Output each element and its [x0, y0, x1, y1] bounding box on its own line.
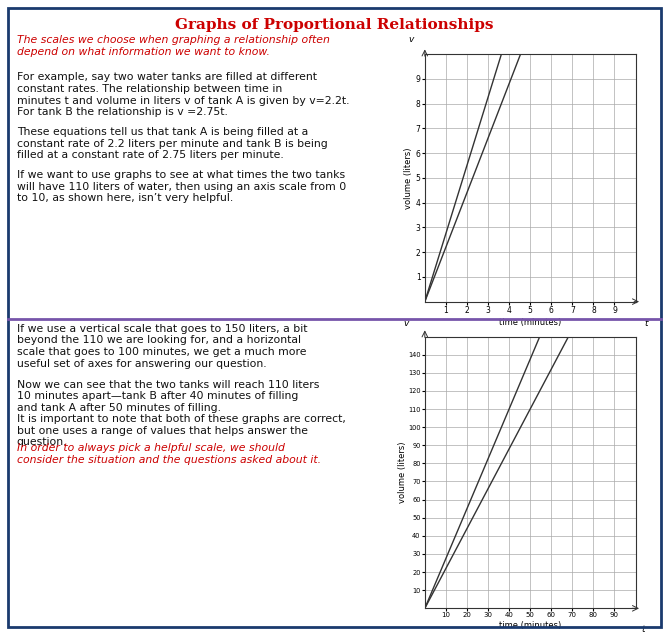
- Y-axis label: volume (liters): volume (liters): [404, 147, 413, 208]
- Text: It is important to note that both of these graphs are correct,
but one uses a ra: It is important to note that both of the…: [17, 414, 346, 447]
- Y-axis label: volume (liters): volume (liters): [397, 442, 407, 503]
- Text: v: v: [408, 35, 413, 44]
- Text: Now we can see that the two tanks will reach 110 liters
10 minutes apart—tank B : Now we can see that the two tanks will r…: [17, 380, 319, 413]
- Text: For example, say two water tanks are filled at different
constant rates. The rel: For example, say two water tanks are fil…: [17, 72, 349, 117]
- Text: If we want to use graphs to see at what times the two tanks
will have 110 liters: If we want to use graphs to see at what …: [17, 170, 346, 203]
- Text: v: v: [403, 319, 409, 328]
- Text: These equations tell us that tank A is being filled at a
constant rate of 2.2 li: These equations tell us that tank A is b…: [17, 127, 327, 160]
- Text: Graphs of Proportional Relationships: Graphs of Proportional Relationships: [175, 18, 494, 32]
- Text: The scales we choose when graphing a relationship often
depend on what informati: The scales we choose when graphing a rel…: [17, 35, 330, 57]
- Text: If we use a vertical scale that goes to 150 liters, a bit
beyond the 110 we are : If we use a vertical scale that goes to …: [17, 324, 307, 369]
- X-axis label: time (minutes): time (minutes): [499, 318, 561, 326]
- Text: t: t: [644, 319, 648, 328]
- Text: t: t: [642, 625, 646, 634]
- Text: In order to always pick a helpful scale, we should
consider the situation and th: In order to always pick a helpful scale,…: [17, 443, 321, 465]
- X-axis label: time (minutes): time (minutes): [499, 621, 561, 631]
